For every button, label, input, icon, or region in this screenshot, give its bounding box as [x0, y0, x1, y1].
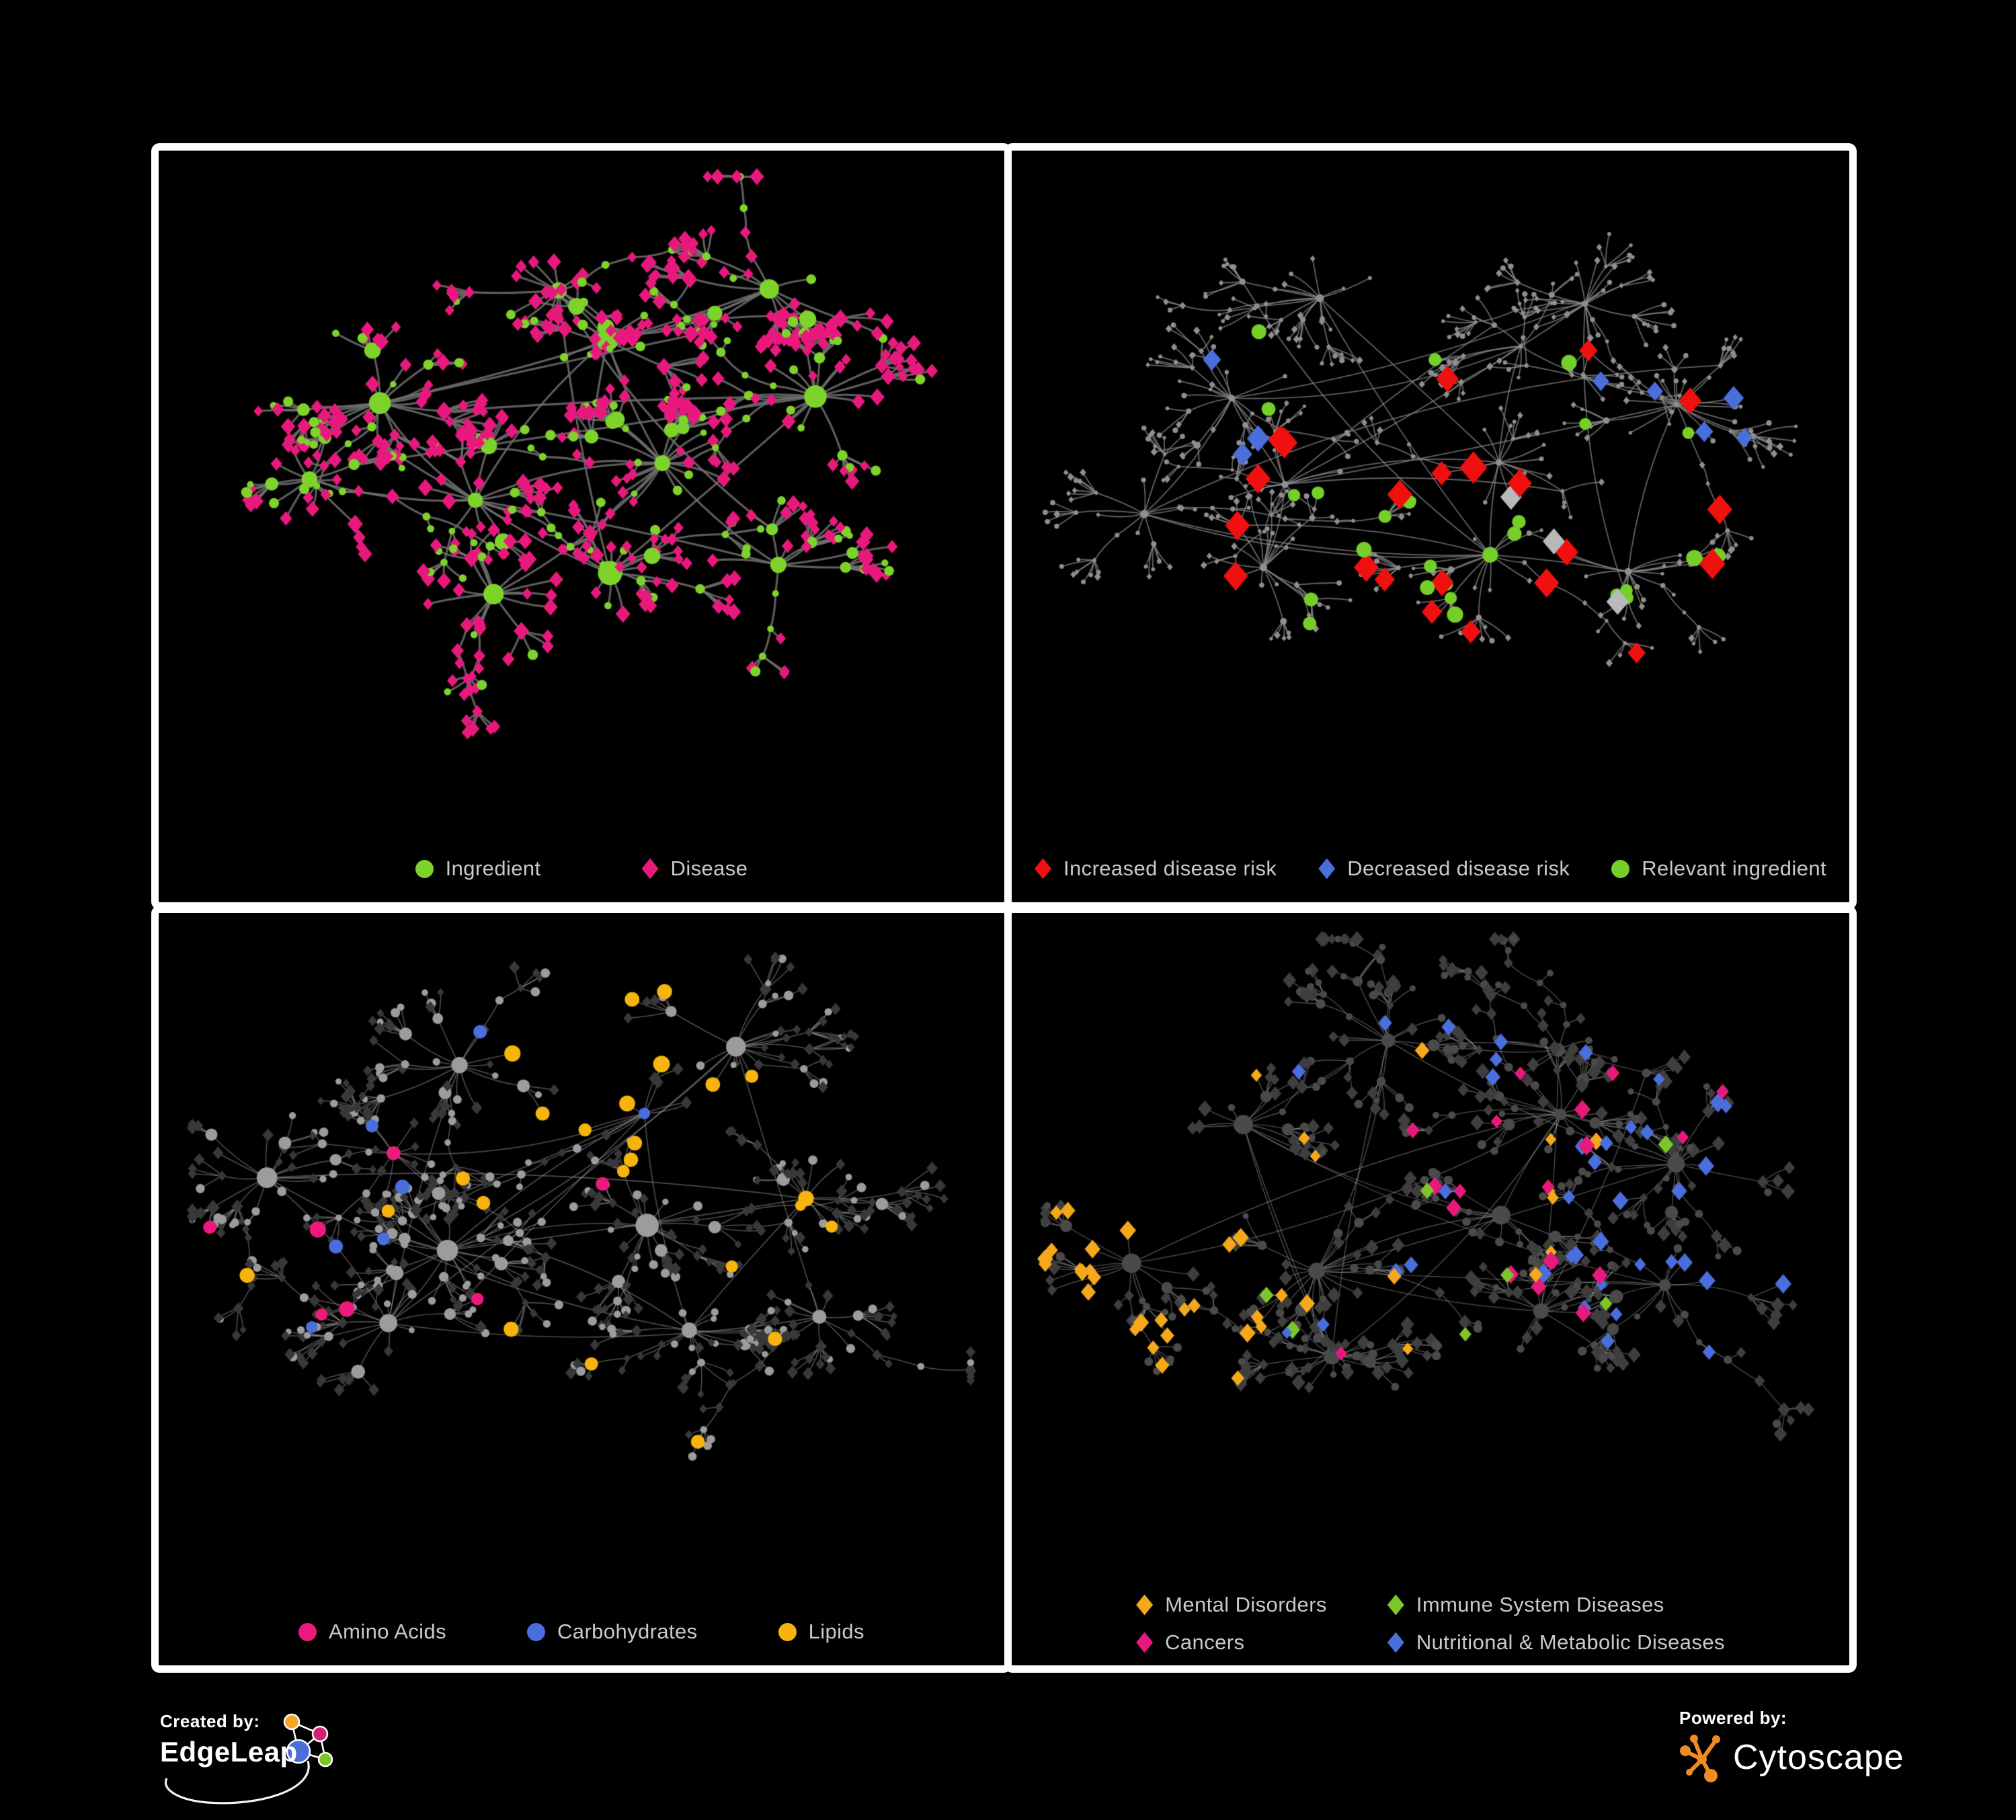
cancers-diamond-marker-icon: [1136, 1632, 1154, 1653]
legend-item-disease: Disease: [641, 857, 748, 881]
powered-by-label: Powered by:: [1679, 1708, 1787, 1728]
legend-label-mental-disorders: Mental Disorders: [1165, 1593, 1327, 1616]
nutritional-diseases-diamond-marker-icon: [1387, 1632, 1404, 1653]
legend-item-nutritional-diseases: Nutritional & Metabolic Diseases: [1387, 1630, 1725, 1655]
cytoscape-logo-icon: [1680, 1735, 1720, 1782]
relevant-ingredient-circle-marker-icon: [1611, 859, 1630, 878]
panel-disease-categories: Mental Disorders Immune System Diseases …: [1004, 906, 1857, 1673]
legend-item-amino-acids: Amino Acids: [298, 1620, 446, 1644]
legend-item-immune-diseases: Immune System Diseases: [1387, 1593, 1725, 1617]
panel-ingredient-disease: Ingredient Disease: [151, 143, 1012, 910]
panel-ingredient-classes: Amino Acids Carbohydrates Lipids: [151, 906, 1012, 1673]
legend-item-carbohydrates: Carbohydrates: [527, 1620, 698, 1644]
legend-item-increased-risk: Increased disease risk: [1035, 857, 1277, 881]
legend-disease-risk: Increased disease risk Decreased disease…: [1012, 857, 1849, 881]
legend-label-cancers: Cancers: [1165, 1630, 1245, 1654]
legend-label-immune-diseases: Immune System Diseases: [1416, 1593, 1664, 1616]
legend-label-carbohydrates: Carbohydrates: [557, 1620, 698, 1643]
edgeleap-logo-icon: [164, 1713, 333, 1805]
legend-label-nutritional-diseases: Nutritional & Metabolic Diseases: [1416, 1630, 1725, 1654]
legend-ingredient-classes: Amino Acids Carbohydrates Lipids: [159, 1620, 1004, 1644]
legend-item-cancers: Cancers: [1136, 1630, 1327, 1655]
network-canvas-disease-risk: [1012, 151, 1849, 902]
cytoscape-credit: Powered by: Cytoscape: [1679, 1708, 1975, 1795]
carbohydrates-circle-marker-icon: [527, 1622, 546, 1641]
network-canvas-ingredient-classes: [159, 913, 1004, 1665]
immune-diseases-diamond-marker-icon: [1387, 1594, 1404, 1616]
legend-item-mental-disorders: Mental Disorders: [1136, 1593, 1327, 1617]
legend-item-relevant-ingredient: Relevant ingredient: [1611, 857, 1826, 881]
mental-disorders-diamond-marker-icon: [1136, 1594, 1154, 1616]
cytoscape-wordmark: Cytoscape: [1733, 1738, 1904, 1777]
network-canvas-disease-categories: [1012, 913, 1849, 1665]
edgeleap-credit: Created by: EdgeLeap: [160, 1711, 389, 1820]
legend-label-disease: Disease: [670, 857, 748, 880]
legend-label-lipids: Lipids: [808, 1620, 864, 1643]
legend-label-increased-risk: Increased disease risk: [1063, 857, 1277, 880]
legend-item-decreased-risk: Decreased disease risk: [1318, 857, 1570, 881]
legend-label-ingredient: Ingredient: [445, 857, 541, 880]
created-by-label: Created by:: [160, 1711, 260, 1731]
network-canvas-ingredient-disease: [159, 151, 1004, 902]
ingredient-circle-marker-icon: [415, 859, 434, 878]
legend-item-lipids: Lipids: [778, 1620, 864, 1644]
legend-label-decreased-risk: Decreased disease risk: [1347, 857, 1570, 880]
edgeleap-wordmark: EdgeLeap: [160, 1736, 298, 1768]
decreased-risk-diamond-marker-icon: [1318, 858, 1336, 879]
disease-diamond-marker-icon: [641, 858, 659, 879]
legend-disease-categories: Mental Disorders Immune System Diseases …: [1012, 1593, 1849, 1655]
legend-ingredient-disease: Ingredient Disease: [159, 857, 1004, 881]
legend-label-relevant-ingredient: Relevant ingredient: [1642, 857, 1826, 880]
panel-disease-risk: Increased disease risk Decreased disease…: [1004, 143, 1857, 910]
legend-item-ingredient: Ingredient: [415, 857, 541, 881]
increased-risk-diamond-marker-icon: [1035, 858, 1052, 879]
lipids-circle-marker-icon: [778, 1622, 797, 1641]
amino-acids-circle-marker-icon: [298, 1622, 317, 1641]
legend-label-amino-acids: Amino Acids: [329, 1620, 447, 1643]
